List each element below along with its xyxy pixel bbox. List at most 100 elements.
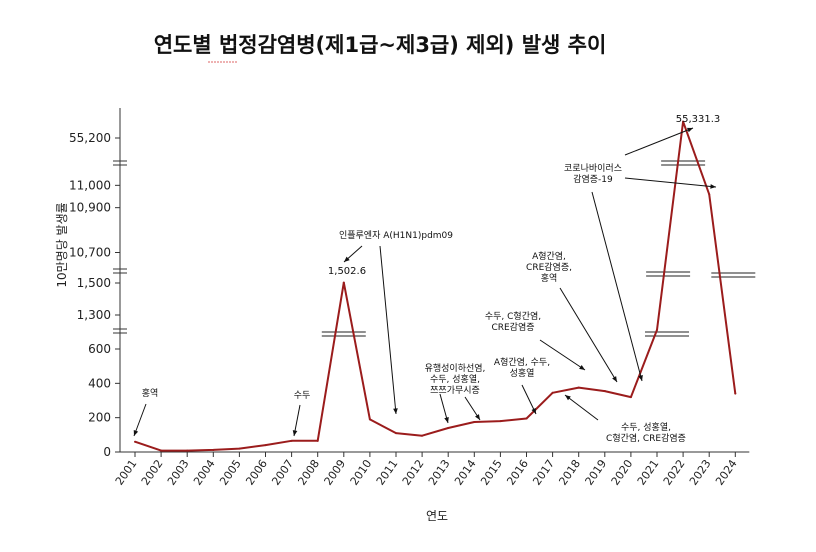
data-point bbox=[603, 390, 606, 393]
data-point bbox=[134, 440, 136, 443]
y-tick-label: 600 bbox=[88, 342, 111, 356]
annotation-arrow bbox=[624, 127, 694, 156]
x-tick-label: 2019 bbox=[583, 457, 610, 487]
annotation-a2009v: 1,502.6 bbox=[328, 266, 366, 277]
annotation-a2017: 수두, 성홍열, C형간염, CRE감염증 bbox=[606, 421, 686, 444]
x-tick-label: 2017 bbox=[530, 457, 557, 487]
x-tick-label: 2022 bbox=[661, 457, 688, 487]
x-tick-label: 2003 bbox=[165, 457, 192, 487]
annotation-arrowhead bbox=[292, 430, 298, 436]
annotation-line: 인플루엔자 A(H1N1)pdm09 bbox=[339, 230, 453, 241]
series-line bbox=[134, 120, 737, 452]
annotation-line: 수두 bbox=[294, 390, 311, 401]
annotation-line: 홍역 bbox=[541, 272, 558, 284]
data-point bbox=[238, 447, 241, 450]
data-point bbox=[212, 448, 215, 451]
data-point bbox=[499, 420, 502, 423]
annotation-line: CRE감염증, bbox=[526, 261, 572, 273]
data-point bbox=[551, 391, 554, 394]
data-point bbox=[290, 439, 293, 442]
annotation-a2022: 코로나바이러스 감염증-19 bbox=[564, 163, 622, 185]
annotation-line: 1,502.6 bbox=[328, 266, 366, 277]
y-tick-label: 55,200 bbox=[69, 131, 111, 145]
annotation-line: CRE감염증 bbox=[491, 321, 534, 333]
annotation-arrowhead bbox=[475, 414, 480, 420]
x-tick-label: 2006 bbox=[243, 457, 270, 487]
x-tick-label: 2015 bbox=[478, 457, 505, 487]
annotation-line: 코로나바이러스 bbox=[564, 163, 622, 174]
annotation-arrowhead bbox=[133, 430, 139, 436]
y-tick-label: 0 bbox=[103, 445, 111, 459]
annotation-line: A형간염, 수두, bbox=[494, 357, 550, 368]
annotation-line: C형간염, CRE감염증 bbox=[606, 432, 686, 444]
data-point bbox=[708, 193, 711, 196]
annotation-arrow bbox=[591, 191, 643, 382]
annotation-arrowhead bbox=[393, 408, 398, 414]
y-tick-label: 1,300 bbox=[77, 308, 111, 322]
annotation-line: 수두, C형간염, bbox=[485, 311, 541, 322]
y-tick-label: 10,900 bbox=[69, 201, 111, 215]
y-tick-label: 200 bbox=[88, 411, 111, 425]
annotation-a2001: 홍역 bbox=[142, 387, 159, 399]
x-tick-label: 2021 bbox=[635, 457, 662, 487]
annotation-a2019: A형간염, CRE감염증, 홍역 bbox=[526, 251, 572, 284]
data-point bbox=[421, 434, 424, 437]
data-point bbox=[264, 444, 267, 447]
x-tick-label: 2002 bbox=[139, 457, 166, 487]
annotation-arrowhead bbox=[612, 376, 617, 382]
annotation-line: 홍역 bbox=[142, 387, 159, 399]
x-tick-label: 2001 bbox=[113, 457, 140, 487]
x-tick-label: 2008 bbox=[295, 457, 322, 487]
annotation-line: 감염증-19 bbox=[573, 173, 613, 185]
x-tick-label: 2018 bbox=[556, 457, 583, 487]
annotation-arrow bbox=[379, 245, 397, 415]
annotation-line: 유행성이하선염, bbox=[425, 362, 486, 374]
annotation-line: 수두, 성홍열, bbox=[621, 421, 671, 433]
data-point bbox=[160, 449, 163, 452]
data-point bbox=[316, 439, 319, 442]
annotation-line: 성홍열 bbox=[510, 367, 535, 379]
data-point bbox=[186, 449, 189, 452]
annotation-line: 수두, 성홍열, bbox=[430, 373, 480, 385]
annotation-arrow bbox=[539, 339, 586, 371]
y-tick-label: 11,000 bbox=[69, 178, 111, 192]
annotation-arrowhead bbox=[710, 184, 716, 189]
annotation-arrow bbox=[133, 403, 147, 437]
x-tick-label: 2014 bbox=[452, 457, 479, 487]
data-point bbox=[368, 418, 371, 421]
annotation-arrowhead bbox=[444, 417, 449, 423]
annotation-a2007: 수두 bbox=[294, 390, 311, 401]
y-axis-ticks: 0 200 400 600 1,300 1,500 10,700 10,900 11,000 55… bbox=[69, 131, 120, 459]
axes bbox=[119, 108, 750, 453]
x-tick-label: 2005 bbox=[217, 457, 244, 487]
y-tick-label: 10,700 bbox=[69, 246, 111, 260]
chart-title: 연도별 법정감염병(제1급~제3급) 제외) 발생 추이 bbox=[154, 33, 607, 57]
data-point bbox=[342, 281, 345, 284]
data-point bbox=[525, 417, 528, 420]
y-tick-label: 400 bbox=[88, 376, 111, 390]
x-tick-label: 2007 bbox=[269, 457, 296, 487]
annotation-arrowhead bbox=[579, 364, 585, 370]
x-tick-label: 2023 bbox=[687, 457, 714, 487]
annotation-arrowhead bbox=[687, 127, 693, 133]
data-point bbox=[395, 432, 397, 435]
data-point bbox=[629, 396, 632, 399]
data-point bbox=[656, 328, 658, 331]
x-axis-ticks: 2001 2002 2003 2004 2005 2006 2007 2008 2009 2010… bbox=[113, 452, 740, 488]
annotation-arrowhead bbox=[531, 408, 536, 414]
annotation-a2016: A형간염, 수두, 성홍열 bbox=[494, 357, 550, 379]
annotation-arrowhead bbox=[565, 395, 571, 401]
annotation-arrowhead bbox=[638, 375, 643, 381]
y-axis-label: 10만명당 발생률 bbox=[55, 202, 69, 287]
annotation-line: 55,331.3 bbox=[676, 114, 721, 125]
x-axis-label: 연도 bbox=[426, 509, 448, 523]
x-tick-label: 2024 bbox=[713, 457, 740, 487]
x-tick-label: 2012 bbox=[400, 457, 427, 487]
annotation-a2009: 인플루엔자 A(H1N1)pdm09 bbox=[339, 230, 453, 241]
annotation-arrow bbox=[564, 394, 599, 421]
data-point bbox=[473, 420, 476, 423]
x-tick-label: 2009 bbox=[322, 457, 349, 487]
annotation-arrowhead bbox=[344, 256, 350, 262]
annotation-a2013: 유행성이하선염, 수두, 성홍열, 쯔쯔가무시증 bbox=[425, 362, 486, 396]
